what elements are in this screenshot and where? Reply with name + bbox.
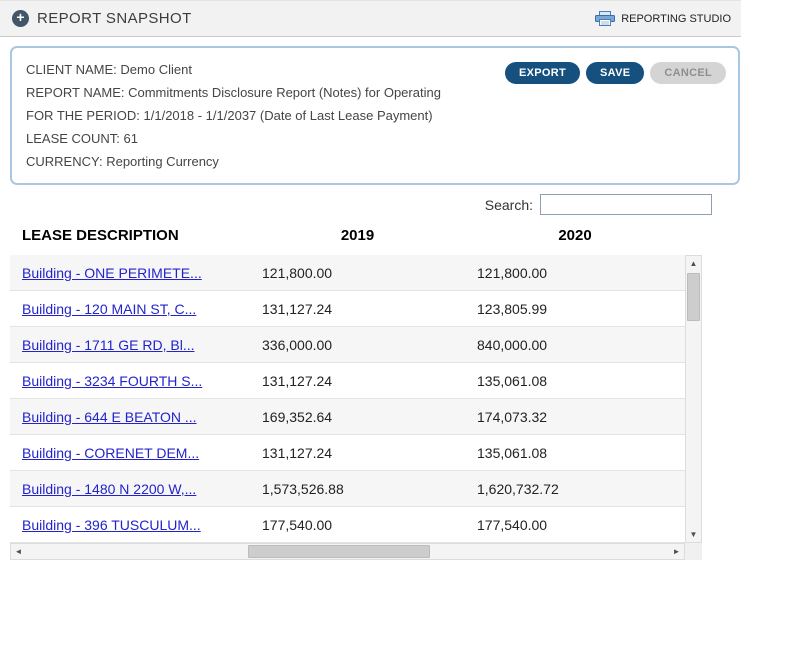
cell-2019: 131,127.24 <box>262 300 333 317</box>
horizontal-scroll-track[interactable] <box>26 544 669 559</box>
table-body: Building - ONE PERIMETE... 121,800.00 12… <box>10 255 685 543</box>
reporting-studio-icon <box>595 11 616 26</box>
cell-2020: 177,540.00 <box>477 516 548 533</box>
report-info-panel: CLIENT NAME: Demo Client REPORT NAME: Co… <box>10 46 740 185</box>
currency-line: CURRENCY: Reporting Currency <box>26 153 506 170</box>
scrollbar-corner <box>685 543 702 560</box>
vertical-scroll-track[interactable] <box>686 271 701 527</box>
lease-description-cell: Building - 120 MAIN ST, C... <box>10 301 250 317</box>
currency-label: CURRENCY: <box>26 154 103 169</box>
lease-link[interactable]: Building - 120 MAIN ST, C... <box>22 300 197 317</box>
horizontal-scrollbar[interactable]: ◄ ► <box>10 543 685 560</box>
cell-2020: 123,805.99 <box>477 300 548 317</box>
client-name-value: Demo Client <box>120 62 192 77</box>
export-button[interactable]: EXPORT <box>504 62 581 84</box>
cell-2019: 121,800.00 <box>262 264 333 281</box>
table-row: Building - 3234 FOURTH S... 131,127.24 1… <box>10 363 685 399</box>
cell-2019: 169,352.64 <box>262 408 333 425</box>
cell-2020: 174,073.32 <box>477 408 548 425</box>
reporting-studio-link[interactable]: REPORTING STUDIO <box>595 11 731 26</box>
report-info-fields: CLIENT NAME: Demo Client REPORT NAME: Co… <box>26 61 506 170</box>
cancel-button[interactable]: CANCEL <box>650 62 726 84</box>
lease-link[interactable]: Building - 396 TUSCULUM... <box>22 516 201 533</box>
horizontal-scroll-thumb[interactable] <box>248 545 430 558</box>
lease-link[interactable]: Building - 1711 GE RD, Bl... <box>22 336 195 353</box>
save-button[interactable]: SAVE <box>586 62 645 84</box>
header-left: + REPORT SNAPSHOT <box>12 10 192 27</box>
scroll-up-arrow-icon[interactable]: ▲ <box>689 259 698 268</box>
cell-2020: 121,800.00 <box>477 264 548 281</box>
column-header-lease-description: LEASE DESCRIPTION <box>22 227 179 244</box>
lease-link[interactable]: Building - 1480 N 2200 W,... <box>22 480 197 497</box>
cell-2019: 131,127.24 <box>262 444 333 461</box>
scroll-left-arrow-icon[interactable]: ◄ <box>14 547 23 556</box>
report-name-label: REPORT NAME: <box>26 85 125 100</box>
period-value: 1/1/2018 - 1/1/2037 (Date of Last Lease … <box>143 108 433 123</box>
table-row: Building - 396 TUSCULUM... 177,540.00 17… <box>10 507 685 543</box>
table-row: Building - 1480 N 2200 W,... 1,573,526.8… <box>10 471 685 507</box>
search-input[interactable] <box>540 194 712 215</box>
cell-2019: 1,573,526.88 <box>262 480 344 497</box>
report-snapshot-window: + REPORT SNAPSHOT REPORTING STUDIO CLIEN… <box>0 0 741 560</box>
search-label: Search: <box>484 196 533 213</box>
vertical-scrollbar[interactable]: ▲ ▼ <box>685 255 702 543</box>
scroll-down-arrow-icon[interactable]: ▼ <box>689 530 698 539</box>
expand-plus-icon[interactable]: + <box>12 10 29 27</box>
lease-description-cell: Building - 1711 GE RD, Bl... <box>10 337 250 353</box>
vertical-scroll-thumb[interactable] <box>687 273 700 321</box>
cell-2020: 840,000.00 <box>477 336 548 353</box>
lease-link[interactable]: Building - 644 E BEATON ... <box>22 408 197 425</box>
table-row: Building - 644 E BEATON ... 169,352.64 1… <box>10 399 685 435</box>
cell-2020: 1,620,732.72 <box>477 480 559 497</box>
table-header-row: LEASE DESCRIPTION 2019 2020 <box>10 219 685 255</box>
table-row: Building - 120 MAIN ST, C... 131,127.24 … <box>10 291 685 327</box>
horizontal-scroll-row: ◄ ► <box>10 543 741 560</box>
client-name-label: CLIENT NAME: <box>26 62 117 77</box>
lease-count-value: 61 <box>123 131 139 146</box>
lease-description-cell: Building - 1480 N 2200 W,... <box>10 481 250 497</box>
panel-buttons: EXPORT SAVE CANCEL <box>504 62 726 84</box>
lease-link[interactable]: Building - ONE PERIMETE... <box>22 264 202 281</box>
period-line: FOR THE PERIOD: 1/1/2018 - 1/1/2037 (Dat… <box>26 107 506 124</box>
page-title: REPORT SNAPSHOT <box>37 10 192 27</box>
column-header-2020: 2020 <box>558 227 592 244</box>
scroll-right-arrow-icon[interactable]: ► <box>672 547 681 556</box>
lease-table: LEASE DESCRIPTION 2019 2020 Building - O… <box>10 219 702 543</box>
lease-description-cell: Building - 3234 FOURTH S... <box>10 373 250 389</box>
reporting-studio-label: REPORTING STUDIO <box>621 12 731 25</box>
search-row: Search: <box>10 194 712 215</box>
lease-description-cell: Building - 644 E BEATON ... <box>10 409 250 425</box>
table-scroll-region: Building - ONE PERIMETE... 121,800.00 12… <box>10 255 702 543</box>
cell-2020: 135,061.08 <box>477 372 548 389</box>
currency-value: Reporting Currency <box>106 154 219 169</box>
header-bar: + REPORT SNAPSHOT REPORTING STUDIO <box>0 0 741 37</box>
client-name-line: CLIENT NAME: Demo Client <box>26 61 506 78</box>
period-label: FOR THE PERIOD: <box>26 108 140 123</box>
table-row: Building - CORENET DEM... 131,127.24 135… <box>10 435 685 471</box>
lease-description-cell: Building - CORENET DEM... <box>10 445 250 461</box>
cell-2019: 336,000.00 <box>262 336 333 353</box>
table-row: Building - ONE PERIMETE... 121,800.00 12… <box>10 255 685 291</box>
cell-2020: 135,061.08 <box>477 444 548 461</box>
column-header-2019: 2019 <box>340 227 375 244</box>
lease-count-line: LEASE COUNT: 61 <box>26 130 506 147</box>
lease-description-cell: Building - ONE PERIMETE... <box>10 265 250 281</box>
report-name-line: REPORT NAME: Commitments Disclosure Repo… <box>26 84 506 101</box>
lease-link[interactable]: Building - CORENET DEM... <box>22 444 200 461</box>
cell-2019: 177,540.00 <box>262 516 333 533</box>
report-name-value: Commitments Disclosure Report (Notes) fo… <box>128 85 441 100</box>
table-row: Building - 1711 GE RD, Bl... 336,000.00 … <box>10 327 685 363</box>
lease-description-cell: Building - 396 TUSCULUM... <box>10 517 250 533</box>
lease-link[interactable]: Building - 3234 FOURTH S... <box>22 372 203 389</box>
cell-2019: 131,127.24 <box>262 372 333 389</box>
lease-count-label: LEASE COUNT: <box>26 131 120 146</box>
